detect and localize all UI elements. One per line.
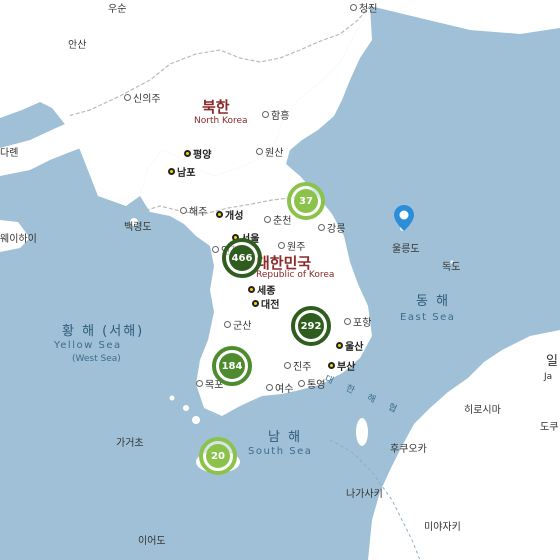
city-ulsan[interactable]: 울산 bbox=[336, 338, 363, 353]
cluster-count: 292 bbox=[298, 313, 324, 339]
city-miyazaki[interactable]: 미야자키 bbox=[424, 522, 461, 533]
place-japan-ko: 일 bbox=[546, 354, 558, 369]
north-korea-label-en: North Korea bbox=[194, 116, 248, 126]
city-jinju[interactable]: 진주 bbox=[284, 358, 311, 373]
cluster-count: 466 bbox=[229, 245, 255, 271]
city-hiroshima[interactable]: 히로시마 bbox=[464, 405, 501, 416]
place-ieodo: 이어도 bbox=[138, 536, 166, 547]
city-dot-icon bbox=[180, 207, 187, 214]
city-dot-icon bbox=[168, 168, 175, 175]
place-usun: 우순 bbox=[108, 4, 127, 15]
city-pyongyang[interactable]: 평양 bbox=[184, 146, 211, 161]
cluster-gwangju[interactable]: 184 bbox=[212, 346, 252, 386]
city-dot-icon bbox=[262, 111, 269, 118]
cluster-seoul[interactable]: 466 bbox=[222, 238, 262, 278]
city-dot-icon bbox=[298, 380, 305, 387]
city-dot-icon bbox=[124, 94, 131, 101]
place-gagecho: 가거초 bbox=[116, 438, 144, 449]
city-nagasaki[interactable]: 나가사키 bbox=[346, 489, 383, 500]
city-dot-icon bbox=[216, 211, 223, 218]
city-haeju[interactable]: 해주 bbox=[180, 203, 207, 218]
city-gunsan[interactable]: 군산 bbox=[224, 317, 251, 332]
city-pohang[interactable]: 포항 bbox=[344, 314, 371, 329]
city-dot-icon bbox=[266, 384, 273, 391]
place-dalian: 다롄 bbox=[0, 148, 19, 159]
south-sea-label: 남 해 bbox=[268, 430, 303, 445]
cluster-count: 20 bbox=[206, 444, 230, 468]
cluster-count: 37 bbox=[294, 189, 318, 213]
location-pin-icon[interactable] bbox=[394, 205, 414, 235]
city-dot-icon bbox=[350, 4, 357, 11]
city-dot-icon bbox=[344, 318, 351, 325]
city-mokpo[interactable]: 목포 bbox=[196, 376, 223, 391]
city-nampo[interactable]: 남포 bbox=[168, 164, 195, 179]
city-sejong[interactable]: 세종 bbox=[248, 282, 275, 297]
city-busan[interactable]: 부산 bbox=[328, 358, 355, 373]
city-tongyeong[interactable]: 통영 bbox=[298, 376, 325, 391]
yellow-sea-label-en: Yellow Sea bbox=[54, 340, 122, 351]
place-weihai: 웨이하이 bbox=[0, 234, 37, 245]
place-dokdo: 독도 bbox=[442, 262, 461, 273]
cluster-jeju[interactable]: 20 bbox=[199, 437, 237, 475]
cluster-gangwon[interactable]: 37 bbox=[287, 182, 325, 220]
yellow-sea-label-alt: (West Sea) bbox=[72, 354, 121, 364]
city-wonsan[interactable]: 원산 bbox=[256, 144, 283, 159]
cluster-gyeongbuk[interactable]: 292 bbox=[291, 306, 331, 346]
city-dot-icon bbox=[248, 286, 255, 293]
city-sinuiju[interactable]: 신의주 bbox=[124, 90, 161, 105]
city-dot-icon bbox=[264, 216, 271, 223]
south-sea-label-en: South Sea bbox=[248, 446, 313, 457]
yellow-sea-label: 황 해 (서해) bbox=[62, 324, 145, 339]
place-ulleungdo: 울릉도 bbox=[392, 244, 420, 255]
south-korea-label-en: Republic of Korea bbox=[256, 270, 335, 280]
city-dot-icon bbox=[328, 362, 335, 369]
city-wonju[interactable]: 원주 bbox=[278, 238, 305, 253]
city-gangneung[interactable]: 강릉 bbox=[318, 220, 345, 235]
city-dot-icon bbox=[196, 380, 203, 387]
north-korea-label: 북한 bbox=[202, 98, 230, 116]
place-baengnyeong: 백령도 bbox=[124, 222, 152, 233]
city-kaesong[interactable]: 개성 bbox=[216, 207, 243, 222]
city-dot-icon bbox=[318, 224, 325, 231]
city-yeosu[interactable]: 여수 bbox=[266, 380, 293, 395]
city-dot-icon bbox=[278, 242, 285, 249]
city-dot-icon bbox=[224, 321, 231, 328]
place-dogu: 도쿠 bbox=[540, 422, 559, 433]
east-sea-label: 동 해 bbox=[416, 294, 451, 309]
city-dot-icon bbox=[184, 150, 191, 157]
place-ansan: 안산 bbox=[68, 40, 87, 51]
city-chongjin[interactable]: 청진 bbox=[350, 0, 377, 15]
cluster-count: 184 bbox=[219, 353, 245, 379]
city-dot-icon bbox=[212, 246, 219, 253]
city-daejeon[interactable]: 대전 bbox=[252, 296, 279, 311]
city-dot-icon bbox=[252, 300, 259, 307]
south-korea-label: 대한민국 bbox=[256, 254, 312, 272]
city-dot-icon bbox=[256, 148, 263, 155]
city-chuncheon[interactable]: 춘천 bbox=[264, 212, 291, 227]
place-japan-en: Ja bbox=[544, 372, 553, 382]
city-dot-icon bbox=[284, 362, 291, 369]
east-sea-label-en: East Sea bbox=[400, 312, 456, 323]
city-fukuoka[interactable]: 후쿠오카 bbox=[390, 444, 427, 455]
city-dot-icon bbox=[336, 342, 343, 349]
city-hamhung[interactable]: 함흥 bbox=[262, 107, 289, 122]
